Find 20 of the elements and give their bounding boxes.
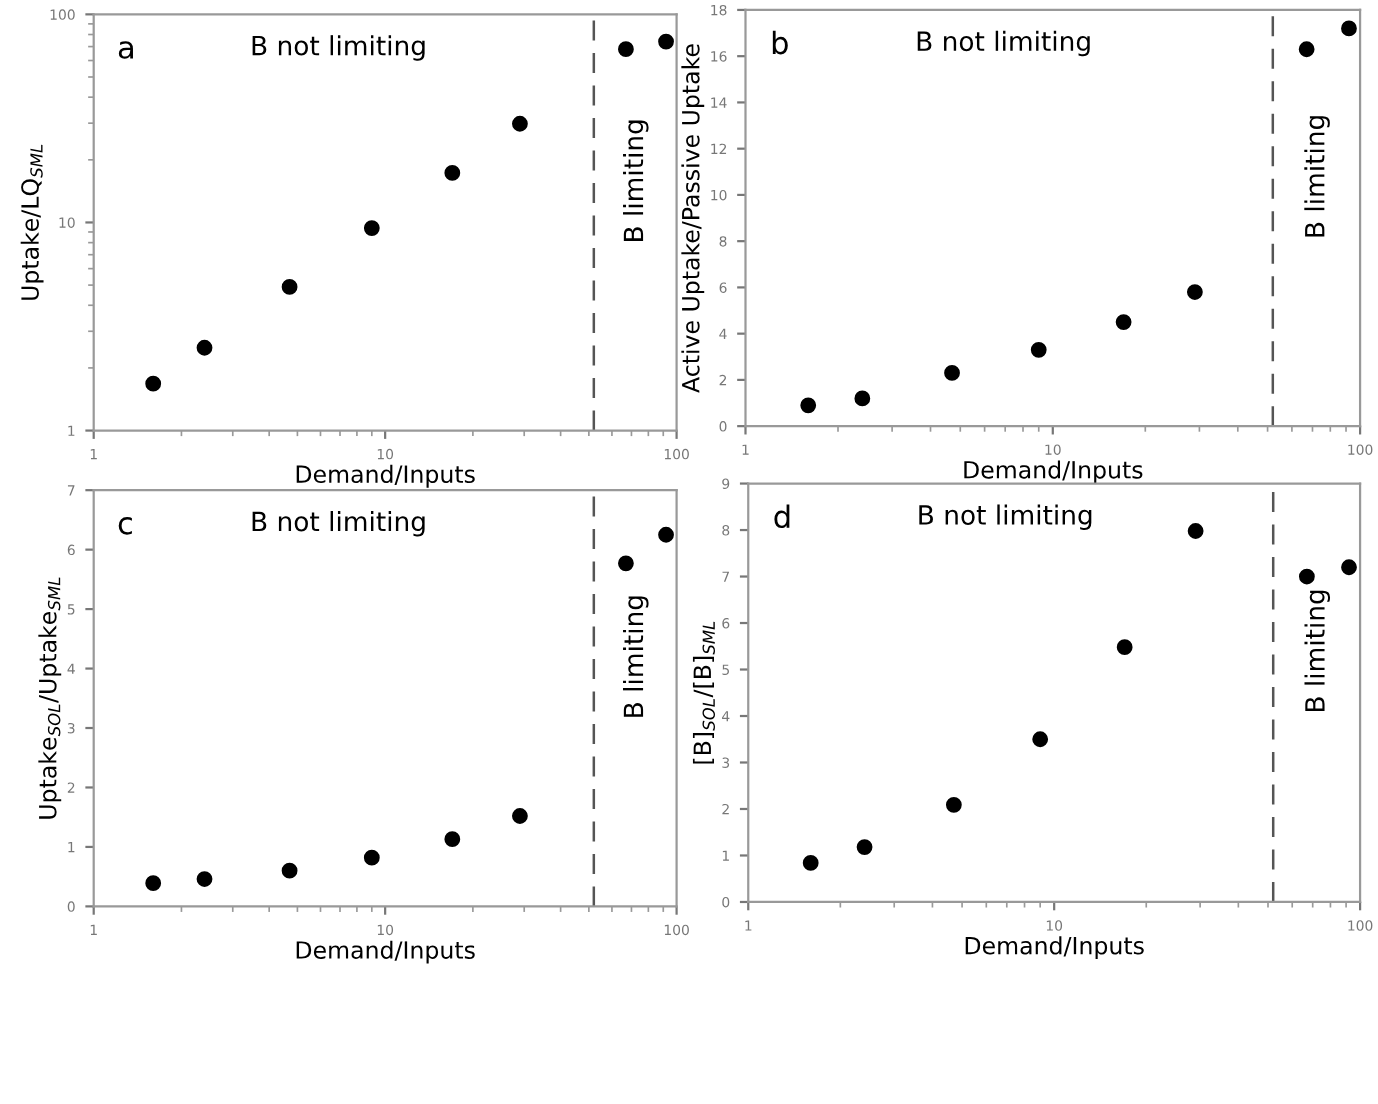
annotation: B not limiting bbox=[917, 30, 1090, 57]
annotation: a bbox=[118, 41, 133, 59]
annotation: c bbox=[118, 517, 132, 535]
x-axis-title: Demand/Inputs bbox=[296, 464, 475, 488]
annotation: B limiting bbox=[1304, 116, 1330, 237]
y-axis-title: Uptake/LQ$_{SML}$ bbox=[20, 144, 44, 300]
annotation: B not limiting bbox=[252, 510, 425, 537]
y-axis-title: Uptake$_{SOL}$/Uptake$_{SML}$ bbox=[38, 577, 62, 819]
annotation: B limiting bbox=[1304, 590, 1331, 711]
y-axis-title: [B]$_{SOL}$/[B]$_{SML}$ bbox=[692, 621, 715, 764]
y-axis-title: Active Uptake/Passive Uptake bbox=[681, 44, 705, 393]
annotation: d bbox=[774, 504, 790, 529]
annotation: B not limiting bbox=[919, 504, 1092, 531]
annotation: B limiting bbox=[623, 596, 649, 717]
x-axis-title: Demand/Inputs bbox=[296, 940, 475, 964]
x-axis-title: Demand/Inputs bbox=[965, 936, 1144, 960]
x-axis-title: Demand/Inputs bbox=[964, 460, 1143, 484]
annotation: B limiting bbox=[623, 120, 649, 241]
annotation: b bbox=[772, 30, 788, 55]
annotation: B not limiting bbox=[252, 35, 425, 61]
